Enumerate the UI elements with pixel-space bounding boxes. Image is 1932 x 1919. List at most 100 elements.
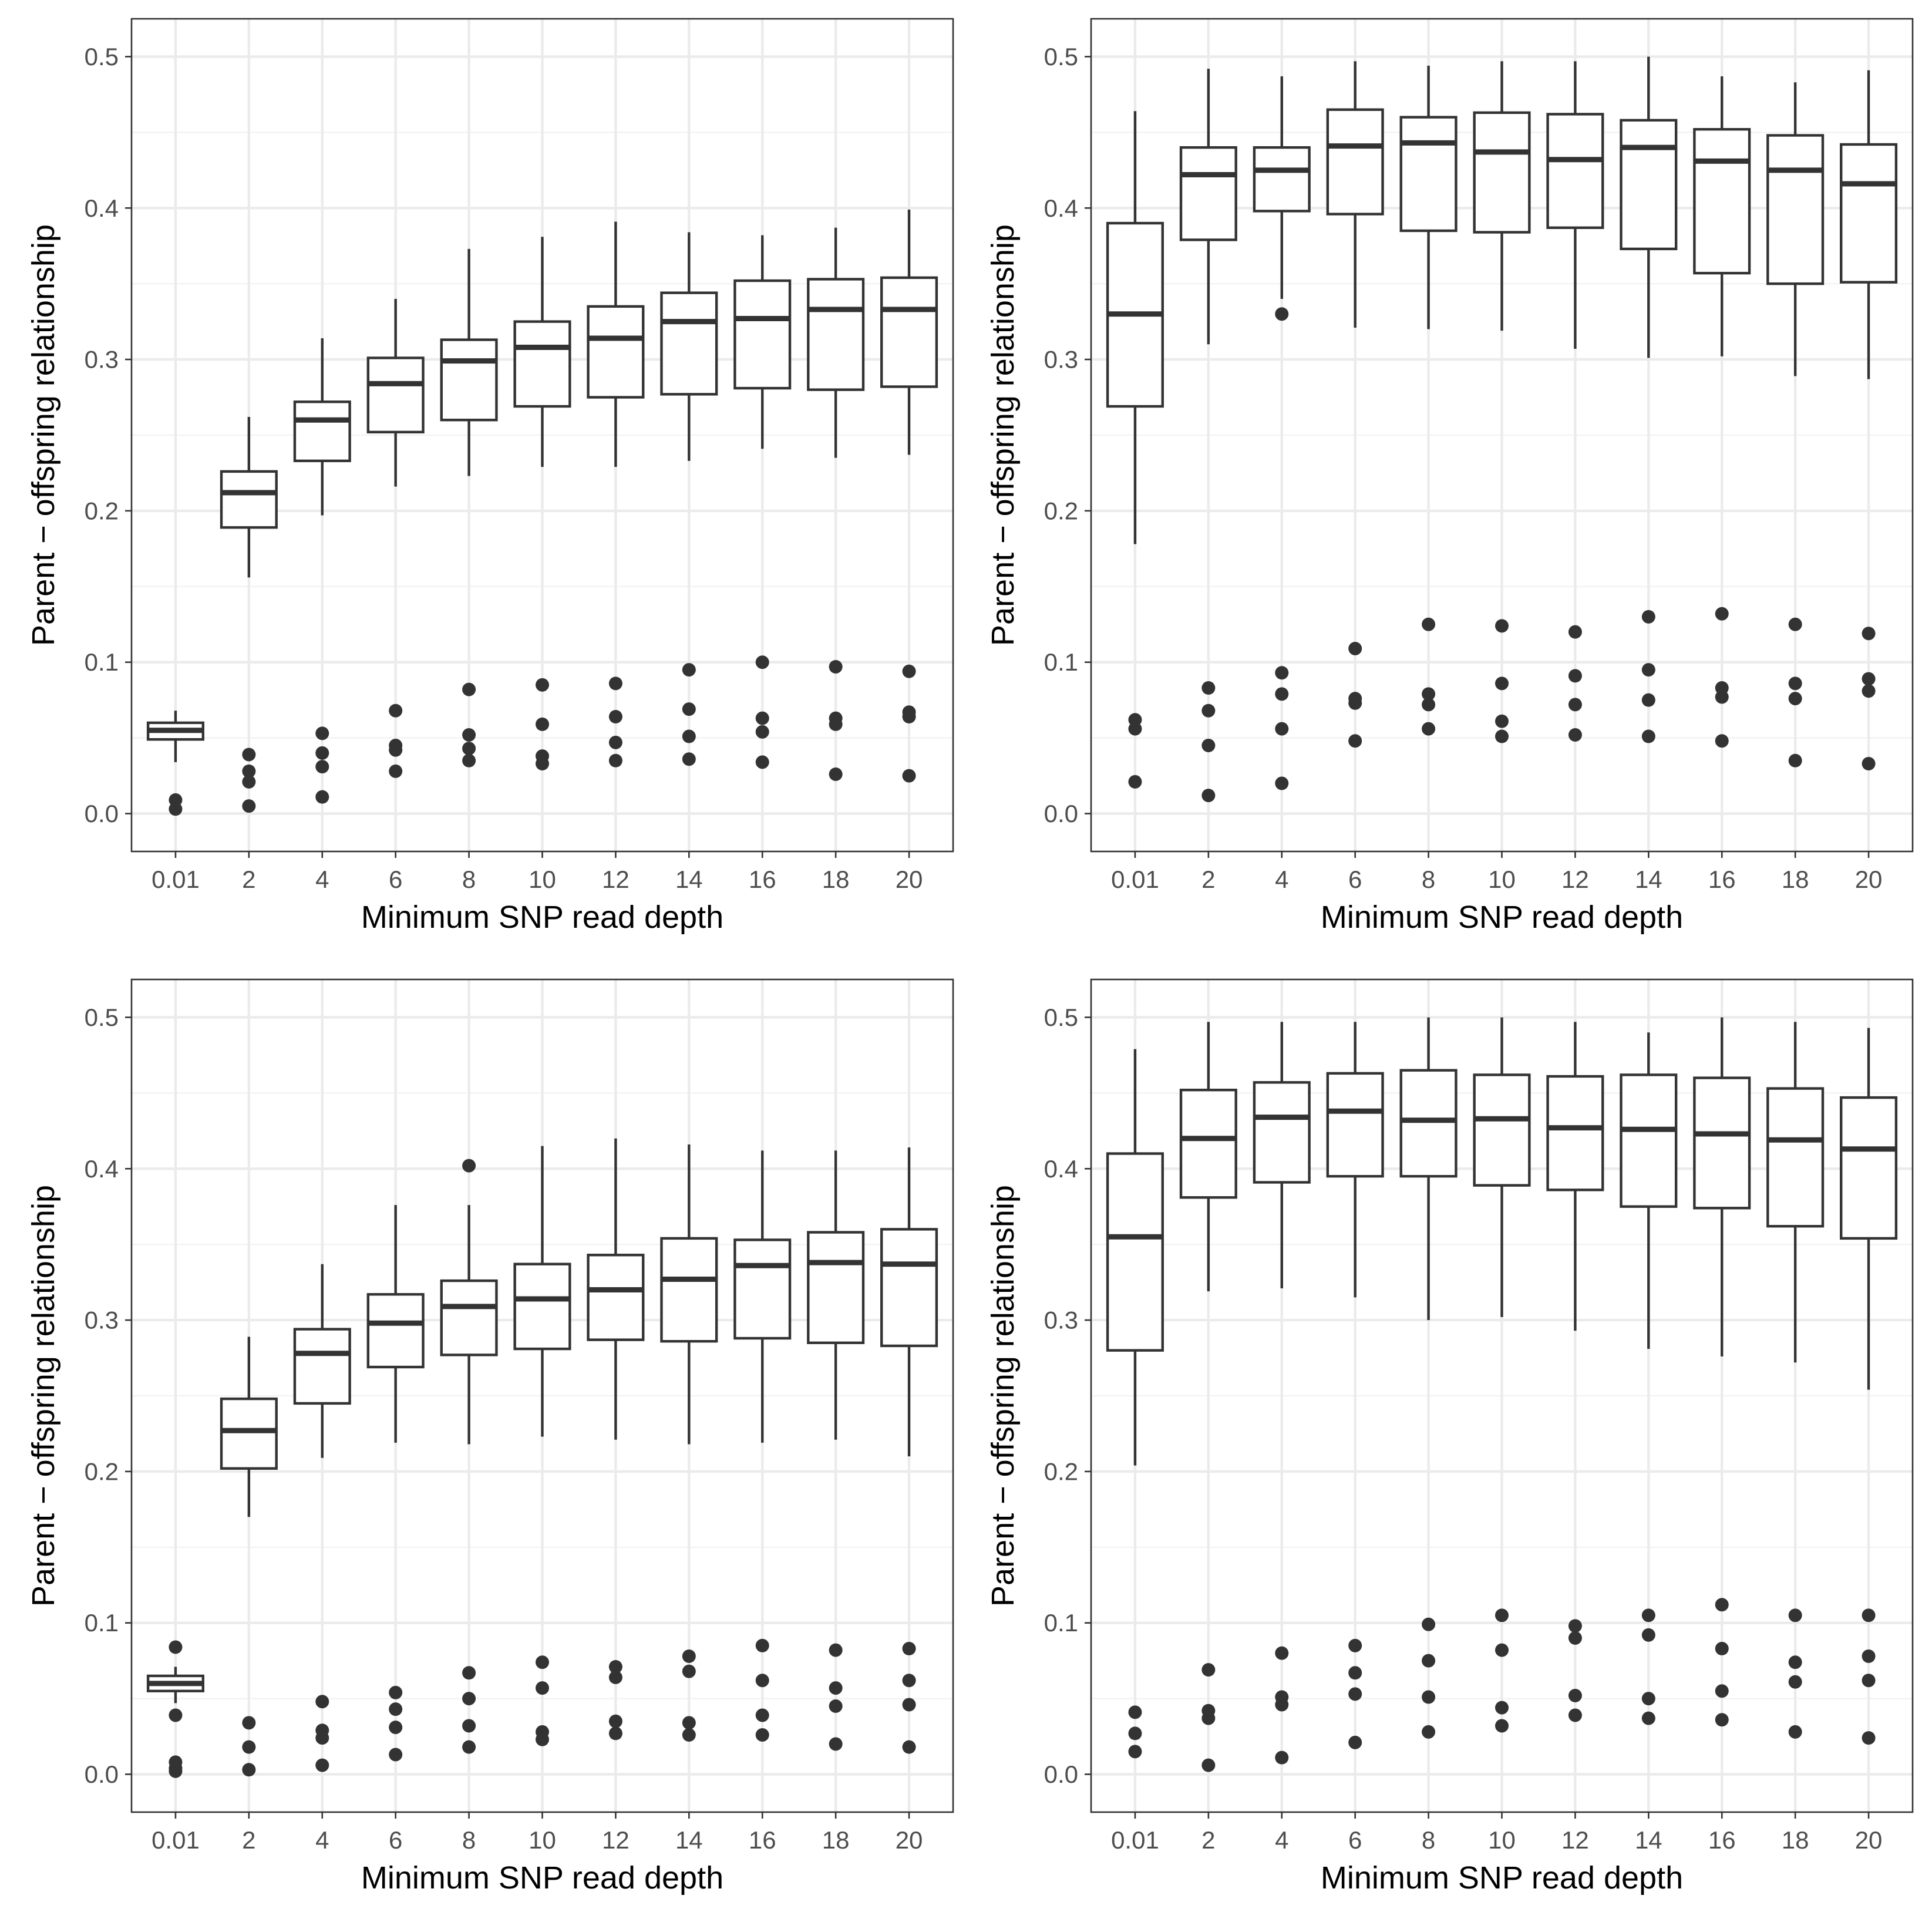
box-8: [1399, 65, 1458, 736]
y-axis-title: Parent − offspring relationship: [985, 224, 1021, 646]
outlier-point: [1495, 1608, 1509, 1622]
box-body: [1693, 128, 1751, 275]
outlier-point: [389, 1748, 403, 1762]
y-tick-label: 0.4: [1044, 1155, 1078, 1183]
box-4: [293, 1264, 351, 1772]
chart-panel-bottom-right: 0.0 0.1 0.2 0.3 0.4 0.5 0.01 2 4 6 8 10 12 14 16 18 20 Mi…: [985, 978, 1914, 1896]
outlier-point: [608, 1714, 622, 1728]
outlier-point: [169, 1640, 183, 1654]
box-16: [733, 1150, 792, 1742]
outlier-point: [1641, 1711, 1655, 1725]
x-tick-label: 10: [529, 866, 556, 893]
outlier-point: [1715, 1598, 1729, 1612]
outlier-point: [1422, 617, 1436, 631]
y-tick-label: 0.2: [85, 497, 119, 524]
outlier-point: [1715, 1713, 1729, 1727]
box-body: [587, 1254, 645, 1341]
outlier-point: [755, 655, 769, 669]
box-body: [1766, 134, 1825, 285]
outlier-point: [1788, 676, 1802, 691]
outlier-point: [242, 775, 256, 789]
box-body: [1693, 1076, 1751, 1210]
outlier-point: [242, 1763, 256, 1777]
box-2: [220, 417, 278, 813]
y-tick-label: 0.4: [1044, 194, 1078, 222]
outlier-point: [1862, 1731, 1876, 1745]
x-tick-label: 14: [1635, 866, 1662, 893]
x-tick-label: 16: [749, 1826, 776, 1854]
x-tick-label: 2: [242, 866, 255, 893]
box-body: [1399, 1069, 1458, 1178]
x-tick-label: 2: [242, 1826, 255, 1854]
y-tick-label: 0.5: [1044, 43, 1078, 70]
outlier-point: [1788, 1608, 1802, 1622]
y-tick-label: 0.0: [85, 1760, 119, 1788]
outlier-point: [462, 1692, 476, 1706]
outlier-point: [608, 753, 622, 767]
outlier-point: [1641, 729, 1655, 743]
x-tick-label: 6: [1348, 866, 1362, 893]
x-tick-label: 4: [315, 1826, 329, 1854]
outlier-point: [1862, 672, 1876, 686]
outlier-point: [1715, 1642, 1729, 1656]
x-tick-label: 20: [1855, 1826, 1883, 1854]
outlier-point: [1568, 698, 1582, 712]
box-body: [1253, 1081, 1311, 1184]
box-body: [220, 1397, 278, 1470]
outlier-point: [1128, 722, 1142, 736]
outlier-point: [536, 756, 549, 770]
box-8: [440, 1159, 498, 1754]
outlier-point: [1862, 756, 1876, 770]
outlier-point: [1568, 1708, 1582, 1722]
outlier-point: [1862, 1649, 1876, 1663]
outlier-point: [1348, 734, 1362, 748]
x-tick-label: 12: [602, 866, 630, 893]
outlier-point: [242, 1740, 256, 1754]
box-body: [440, 1279, 498, 1356]
outlier-point: [1641, 1692, 1655, 1706]
box-body: [293, 1328, 351, 1405]
x-axis-title: Minimum SNP read depth: [1321, 900, 1683, 935]
box-14: [1620, 1032, 1678, 1725]
box-6: [366, 1205, 425, 1762]
outlier-point: [1495, 714, 1509, 728]
box-16: [1693, 1017, 1751, 1727]
outlier-point: [462, 1159, 476, 1173]
box-18: [1766, 1022, 1825, 1739]
outlier-point: [1348, 642, 1362, 656]
x-axis-title: Minimum SNP read depth: [1321, 1860, 1683, 1896]
y-tick-label: 0.1: [85, 648, 119, 676]
outlier-point: [755, 725, 769, 739]
box-body: [660, 1237, 718, 1343]
box-body: [513, 1262, 571, 1351]
y-tick-label: 0.1: [1044, 1609, 1078, 1637]
outlier-point: [902, 769, 916, 783]
outlier-point: [536, 717, 549, 731]
outlier-point: [1275, 1646, 1289, 1660]
outlier-point: [1201, 681, 1216, 695]
outlier-point: [169, 1708, 183, 1722]
outlier-point: [242, 1716, 256, 1730]
x-tick-label: 12: [602, 1826, 630, 1854]
outlier-point: [315, 1695, 329, 1709]
box-body: [587, 305, 645, 399]
outlier-point: [1862, 627, 1876, 641]
y-axis-title: Parent − offspring relationship: [26, 224, 61, 646]
x-axis-title: Minimum SNP read depth: [361, 1860, 723, 1896]
outlier-point: [755, 1708, 769, 1722]
outlier-point: [1495, 676, 1509, 691]
box-body: [1473, 111, 1531, 234]
outlier-point: [1422, 698, 1436, 712]
outlier-point: [829, 1699, 843, 1713]
box-body: [807, 1231, 865, 1344]
outlier-point: [1641, 1628, 1655, 1642]
outlier-point: [242, 748, 256, 762]
outlier-point: [829, 659, 843, 674]
box-2: [1179, 69, 1237, 803]
outlier-point: [1275, 687, 1289, 701]
box-body: [1326, 108, 1384, 216]
box-body: [440, 338, 498, 422]
box-18: [807, 227, 865, 782]
outlier-point: [389, 1721, 403, 1735]
